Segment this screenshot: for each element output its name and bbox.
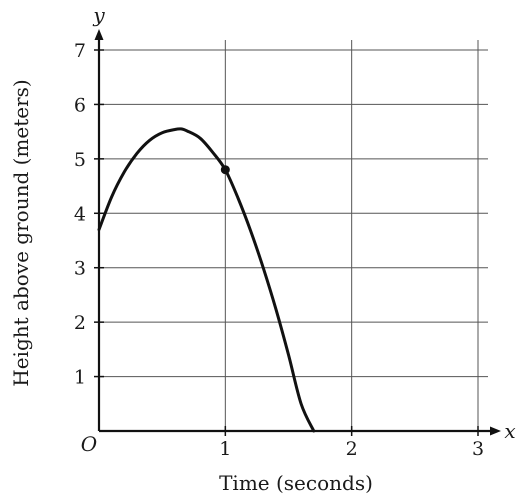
y-tick-label: 2 [74,312,86,334]
x-tick-label: 1 [219,438,231,460]
y-tick-label: 1 [74,367,86,389]
x-tick-label: 3 [472,438,484,460]
y-tick-label: 5 [74,149,86,171]
marked-point [220,165,230,175]
y-tick-label: 4 [74,203,86,225]
y-axis-letter: y [92,3,105,27]
series-curve [97,127,316,433]
y-tick-label: 6 [74,94,86,116]
x-axis-title: Time (seconds) [219,471,373,495]
tick-labels: 1 2 3 1 2 3 4 5 6 7 [74,40,484,460]
y-tick-label: 3 [74,258,86,280]
x-axis-arrow [490,426,501,436]
y-tick-label: 7 [74,40,86,62]
axes [94,29,501,436]
y-axis-arrow [94,29,104,40]
origin-label: O [81,432,97,456]
y-axis-title: Height above ground (meters) [9,79,33,386]
x-tick-label: 2 [346,438,358,460]
x-axis-letter: x [504,419,515,443]
grid-lines [99,40,488,431]
